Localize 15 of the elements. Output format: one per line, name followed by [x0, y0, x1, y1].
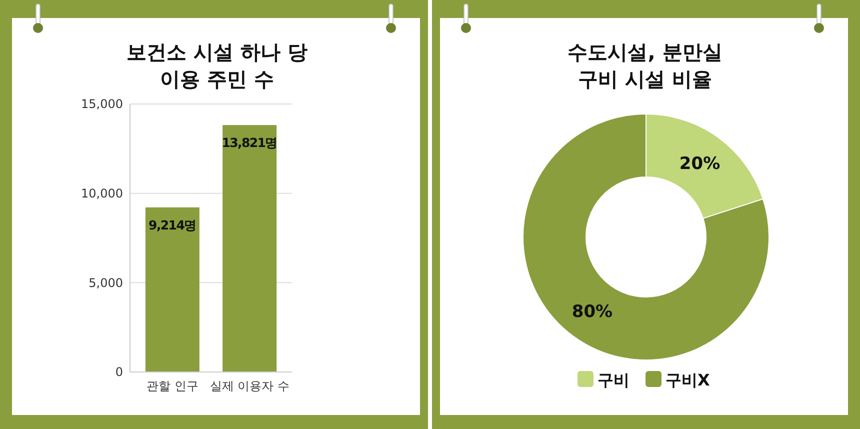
data-label: 13,821명: [222, 135, 278, 150]
data-label: 20%: [679, 154, 720, 174]
legend-label: 구비: [598, 370, 630, 390]
x-tick-label: 실제 이용자 수: [210, 379, 290, 393]
data-label: 80%: [572, 302, 613, 322]
y-tick-label: 15,000: [81, 97, 123, 112]
legend-label: 구비X: [666, 370, 710, 390]
y-tick-label: 0: [115, 365, 123, 380]
y-tick-label: 10,000: [81, 186, 123, 201]
y-tick-label: 5,000: [88, 276, 123, 290]
data-label: 9,214명: [148, 217, 196, 232]
x-tick-label: 관할 인구: [146, 379, 198, 393]
chart-title: 수도시설, 분만실 구비 시설 비율: [568, 40, 722, 91]
chart-title: 보건소 시설 하나 당 이용 주민 수: [126, 40, 308, 91]
donut-slice: [522, 114, 770, 360]
